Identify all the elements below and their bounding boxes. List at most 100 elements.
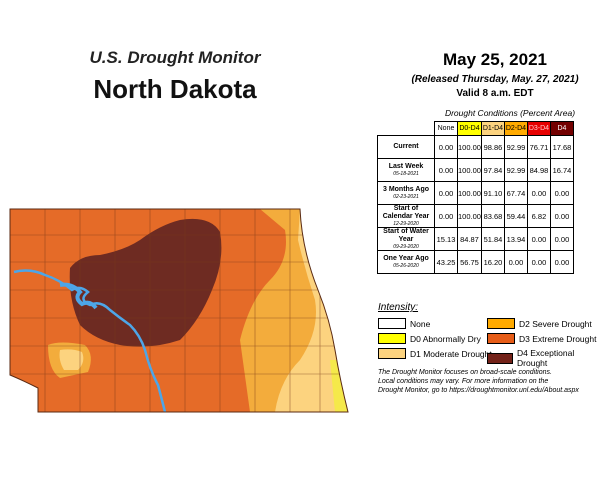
map-date: May 25, 2021 [443, 50, 547, 69]
row-label: Current [377, 135, 435, 159]
legend-swatch-d1 [378, 348, 406, 359]
table-cell: 0.00 [549, 181, 574, 205]
table-row: Last Week 05-18-2021 0.00 100.00 97.84 92.99 8… [377, 158, 574, 182]
d1-region-west [59, 349, 84, 370]
row-label-date: 02-23-2021 [393, 194, 419, 200]
table-cell: 100.00 [457, 135, 482, 159]
legend-label-d2: D2 Severe Drought [519, 318, 592, 329]
column-header-d2-d4: D2-D4 [503, 121, 528, 136]
column-header-none: None [434, 121, 458, 136]
table-cell: 51.84 [480, 227, 505, 251]
table-cell: 83.68 [480, 204, 505, 228]
table-cell: 76.71 [526, 135, 551, 159]
table-cell: 92.99 [503, 135, 528, 159]
legend-swatch-d2 [487, 318, 515, 329]
row-label-text: Current [393, 143, 419, 150]
lake-sakakawea [59, 282, 98, 310]
table-cell: 0.00 [434, 135, 458, 159]
legend-item-d3: D3 Extreme Drought [487, 333, 596, 344]
row-label-text: 3 Months Ago [382, 186, 429, 193]
row-label: Start of Water Year 09-29-2020 [377, 227, 435, 251]
table-cell: 0.00 [434, 158, 458, 182]
table-cell: 0.00 [434, 181, 458, 205]
table-cell: 100.00 [457, 181, 482, 205]
footnote: The Drought Monitor focuses on broad-sca… [378, 368, 600, 395]
table-cell: 0.00 [503, 250, 528, 274]
table-cell: 15.13 [434, 227, 458, 251]
legend-item-d1: D1 Moderate Drought [378, 348, 492, 359]
row-label-text: One Year Ago [383, 255, 429, 262]
row-label: Start of Calendar Year 12-29-2020 [377, 204, 435, 228]
footnote-line: Local conditions may vary. For more info… [378, 378, 549, 385]
state-border [9, 208, 349, 413]
table-cell: 92.99 [503, 158, 528, 182]
footnote-line: Drought Monitor, go to https://droughtmo… [378, 387, 579, 394]
legend-label-d1: D1 Moderate Drought [410, 348, 492, 359]
legend-item-none: None [378, 318, 430, 329]
map-title: North Dakota [93, 74, 257, 104]
table-cell: 100.00 [457, 204, 482, 228]
table-cell: 91.10 [480, 181, 505, 205]
legend-swatch-d4 [487, 352, 514, 364]
table-cell: 56.75 [457, 250, 482, 274]
column-header-d1-d4: D1-D4 [480, 121, 505, 136]
legend-label-d0: D0 Abnormally Dry [410, 333, 481, 344]
d4-region [69, 218, 222, 347]
legend-item-d2: D2 Severe Drought [487, 318, 592, 329]
row-label-date: 09-29-2020 [393, 244, 419, 250]
table-cell: 6.82 [526, 204, 551, 228]
table-cell: 0.00 [526, 227, 551, 251]
missouri-river [13, 269, 167, 412]
row-label-date: 12-29-2020 [393, 221, 419, 227]
table-caption: Drought Conditions (Percent Area) [444, 108, 576, 118]
table-cell: 17.68 [549, 135, 574, 159]
column-header-d3-d4: D3-D4 [526, 121, 551, 136]
legend-label-d4: D4 Exceptional Drought [517, 348, 575, 368]
legend-label-none: None [410, 318, 431, 329]
table-cell: 16.74 [549, 158, 574, 182]
table-cell: 13.94 [503, 227, 528, 251]
legend-item-d4: D4 Exceptional Drought [487, 348, 600, 368]
release-date: (Released Thursday, May. 27, 2021) [411, 74, 579, 85]
legend-swatch-none [378, 318, 406, 329]
row-label-date: 05-26-2020 [393, 263, 419, 269]
table-cell: 0.00 [549, 227, 574, 251]
table-row: One Year Ago 05-26-2020 43.25 56.75 16.20 0.0… [377, 250, 574, 274]
legend-swatch-d0 [378, 333, 406, 344]
table-row: 3 Months Ago 02-23-2021 0.00 100.00 91.10 67.… [377, 181, 574, 205]
legend-title: Intensity: [378, 302, 419, 313]
column-header-d4: D4 [549, 121, 574, 136]
legend-label-d3: D3 Extreme Drought [519, 333, 597, 344]
table-row: Start of Water Year 09-29-2020 15.13 84.87 5… [377, 227, 574, 251]
valid-time: Valid 8 a.m. EDT [456, 88, 534, 99]
row-label-text: Last Week [388, 163, 424, 170]
table-cell: 0.00 [549, 204, 574, 228]
column-header-d0-d4: D0-D4 [457, 121, 482, 136]
table-cell: 0.00 [549, 250, 574, 274]
table-cell: 98.86 [480, 135, 505, 159]
map-supertitle: U.S. Drought Monitor [89, 48, 261, 67]
table-row: Current 0.00 100.00 98.86 92.99 76.71 17.68 [377, 135, 574, 159]
drought-conditions-table: None D0-D4 D1-D4 D2-D4 D3-D4 D4 Current 0… [377, 121, 574, 274]
table-cell: 59.44 [503, 204, 528, 228]
row-label: Last Week 05-18-2021 [377, 158, 435, 182]
table-cell: 43.25 [434, 250, 458, 274]
row-label-text: Start of Water Year [383, 228, 429, 243]
table-cell: 0.00 [526, 181, 551, 205]
table-row: Start of Calendar Year 12-29-2020 0.00 100.… [377, 204, 574, 228]
legend-item-d0: D0 Abnormally Dry [378, 333, 481, 344]
legend-swatch-d3 [487, 333, 515, 344]
footnote-line: The Drought Monitor focuses on broad-sca… [378, 369, 552, 376]
table-corner [378, 122, 435, 136]
table-header-row: None D0-D4 D1-D4 D2-D4 D3-D4 D4 [378, 121, 574, 136]
row-label-date: 05-18-2021 [393, 171, 419, 177]
county-lines [10, 209, 348, 412]
table-cell: 84.87 [457, 227, 482, 251]
table-cell: 97.84 [480, 158, 505, 182]
table-cell: 84.98 [526, 158, 551, 182]
table-cell: 16.20 [480, 250, 505, 274]
row-label-text: Start of Calendar Year [382, 205, 430, 220]
table-cell: 67.74 [503, 181, 528, 205]
row-label: 3 Months Ago 02-23-2021 [377, 181, 435, 205]
